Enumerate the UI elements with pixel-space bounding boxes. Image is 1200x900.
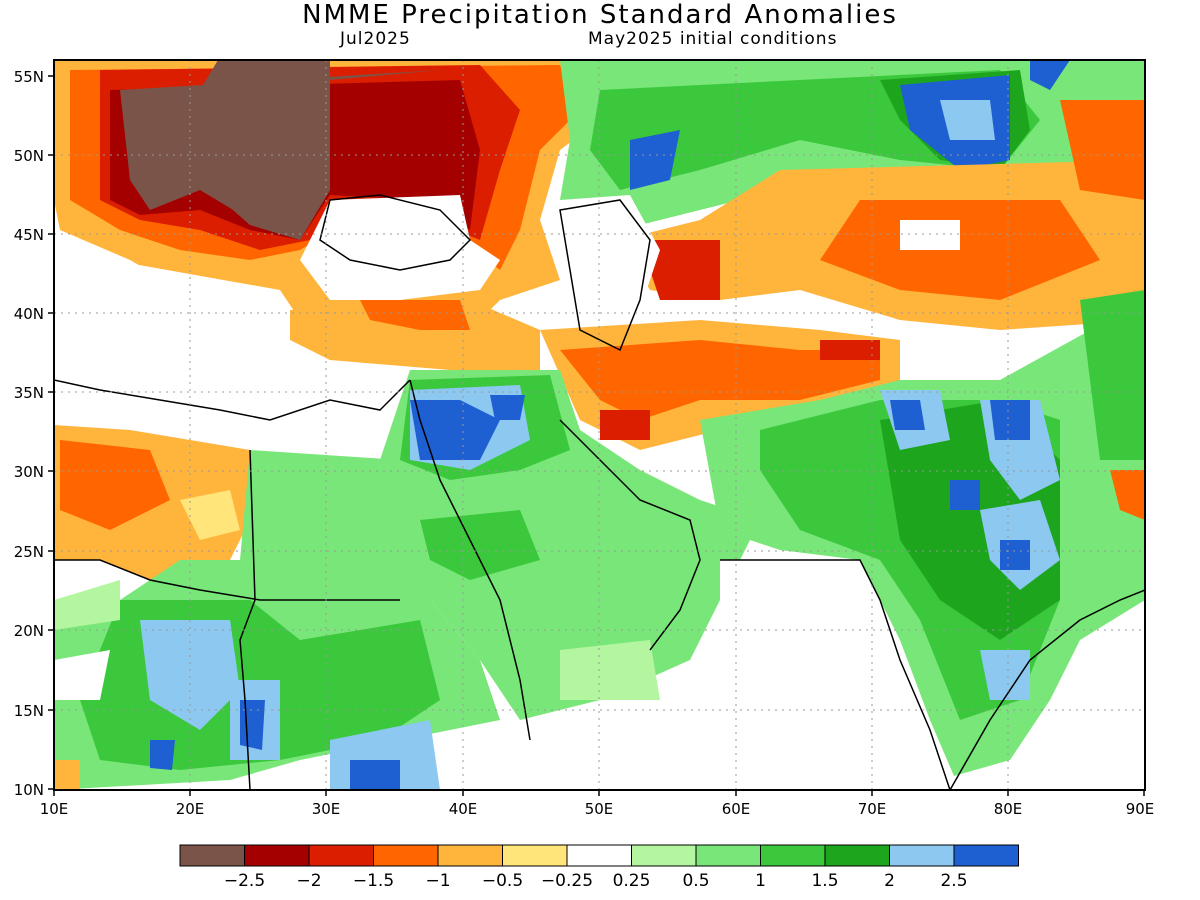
valid-month-label: Jul2025 — [340, 29, 411, 49]
colorbar-label: −0.25 — [541, 871, 593, 891]
colorbar-swatch — [953, 844, 1019, 867]
colorbar-label: 0.25 — [613, 871, 651, 891]
lon-ticks — [53, 790, 1145, 796]
lon-label: 80E — [994, 800, 1023, 818]
lat-label: 55N — [14, 68, 44, 86]
colorbar-swatch — [502, 844, 568, 867]
colorbar-swatch — [631, 844, 697, 867]
lon-label: 90E — [1126, 800, 1155, 818]
lat-label: 15N — [14, 702, 44, 720]
colorbar-label: 0.5 — [682, 871, 709, 891]
lon-label: 50E — [585, 800, 614, 818]
lat-label: 30N — [14, 463, 44, 481]
colorbar-label: −2.5 — [224, 871, 265, 891]
lat-label: 10N — [14, 781, 44, 799]
colorbar-label: −1.5 — [353, 871, 394, 891]
lon-label: 60E — [722, 800, 751, 818]
colorbar-swatch — [179, 844, 245, 867]
initial-conditions-label: May2025 initial conditions — [588, 29, 838, 49]
colorbar-legend: −2.5 −2 −1.5 −1 −0.5 −0.25 0.25 0.5 1 1.5 2 2.5 — [179, 844, 1019, 891]
colorbar-label: −0.5 — [482, 871, 523, 891]
coastlines — [54, 194, 1145, 790]
lon-label: 10E — [40, 800, 69, 818]
colorbar-label: 1.5 — [811, 871, 838, 891]
lon-label: 20E — [176, 800, 205, 818]
map-title: NMME Precipitation Standard Anomalies — [302, 0, 898, 30]
lat-label: 25N — [14, 543, 44, 561]
graticule — [54, 60, 1145, 790]
colorbar-swatch — [373, 844, 439, 867]
colorbar-swatch — [695, 844, 761, 867]
lon-labels: 10E 20E 30E 40E 50E 60E 70E 80E 90E — [40, 800, 1155, 818]
colorbar-label: −1 — [425, 871, 450, 891]
lon-label: 70E — [858, 800, 887, 818]
colorbar-swatch — [437, 844, 503, 867]
colorbar-swatch — [824, 844, 890, 867]
lon-label: 40E — [449, 800, 478, 818]
colorbar-label: −2 — [296, 871, 321, 891]
colorbar-label: 2.5 — [940, 871, 967, 891]
colorbar-label: 1 — [755, 871, 766, 891]
lat-label: 40N — [14, 305, 44, 323]
lat-label: 20N — [14, 622, 44, 640]
colorbar-swatch — [889, 844, 955, 867]
colorbar-swatch — [244, 844, 310, 867]
lat-label: 50N — [14, 147, 44, 165]
colorbar-swatch — [566, 844, 632, 867]
colorbar-swatch — [760, 844, 826, 867]
lat-label: 45N — [14, 226, 44, 244]
lon-label: 30E — [312, 800, 341, 818]
colorbar-label: 2 — [884, 871, 895, 891]
lat-ticks — [48, 75, 54, 790]
colorbar-swatch — [308, 844, 374, 867]
lat-label: 35N — [14, 384, 44, 402]
lat-labels: 55N 50N 45N 40N 35N 30N 25N 20N 15N 10N — [14, 68, 44, 799]
